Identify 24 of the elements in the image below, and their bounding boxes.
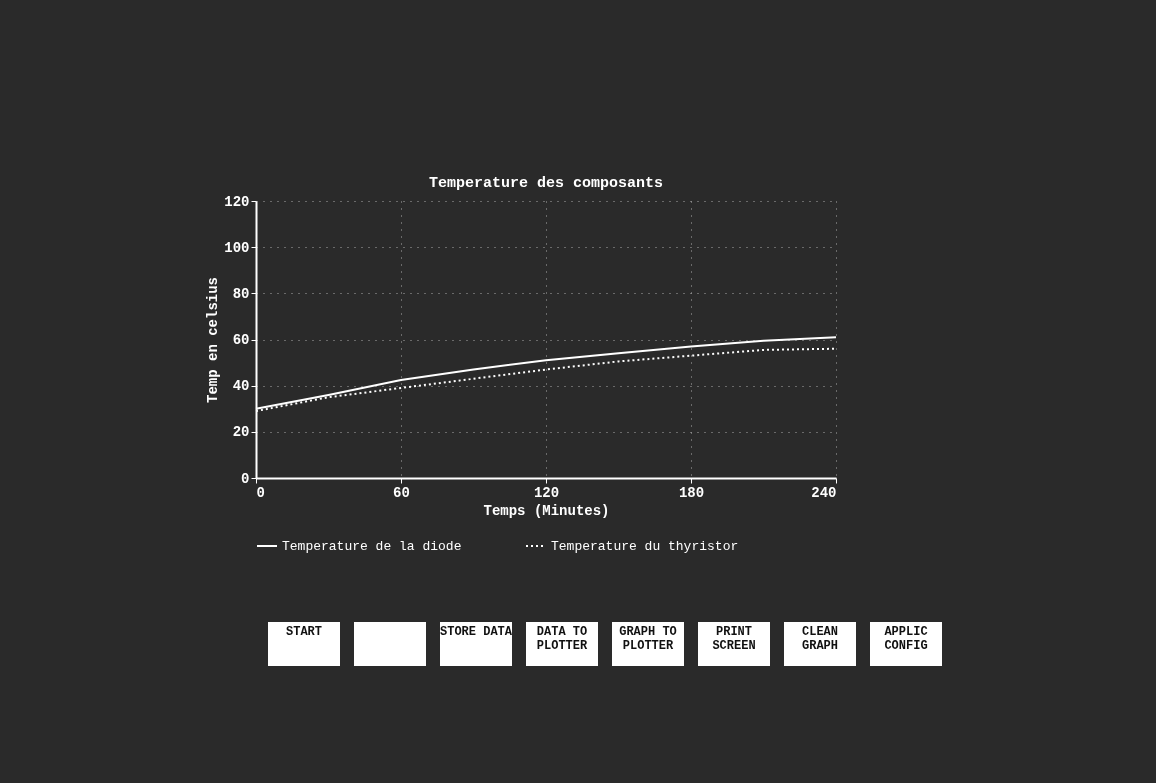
x-tick-label: 240 xyxy=(811,484,837,501)
y-tick-label: 40 xyxy=(232,378,250,395)
x-tick-label: 60 xyxy=(393,484,410,501)
y-tick-label: 100 xyxy=(224,239,250,256)
x-tick-label: 180 xyxy=(678,484,705,501)
text: STORE DATA xyxy=(440,622,513,666)
legend-label: Temperature du thyristor xyxy=(551,539,739,554)
text: GRAPH TO PLOTTER xyxy=(612,622,684,666)
x-tick-label: 120 xyxy=(533,484,560,501)
x-tick-label: 0 xyxy=(256,484,265,501)
y-tick-label: 120 xyxy=(224,193,250,210)
legend-label: Temperature de la diode xyxy=(282,539,462,554)
text: DATA TO PLOTTER xyxy=(526,622,598,666)
y-tick-label: 80 xyxy=(232,285,250,302)
y-axis-title: Temp en celsius xyxy=(205,276,222,404)
text: APPLIC CONFIG xyxy=(870,622,942,666)
x-axis-title: Temps (Minutes) xyxy=(483,502,610,519)
y-tick-label: 20 xyxy=(232,424,250,441)
chart-title: Temperature des composants xyxy=(428,175,664,192)
text: CLEAN GRAPH xyxy=(784,622,856,666)
y-tick-label: 60 xyxy=(232,332,250,348)
text: START xyxy=(268,622,340,666)
y-tick-label: 0 xyxy=(241,470,250,487)
text: PRINT SCREEN xyxy=(698,622,770,666)
